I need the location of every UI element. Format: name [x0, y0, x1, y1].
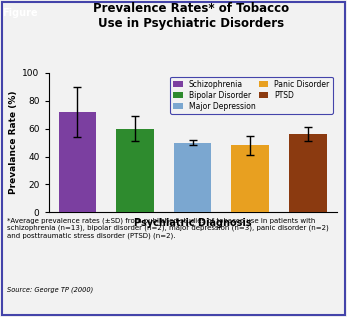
Text: Prevalence Rates* of Tobacco
Use in Psychiatric Disorders: Prevalence Rates* of Tobacco Use in Psyc…	[93, 2, 289, 29]
Y-axis label: Prevalance Rate (%): Prevalance Rate (%)	[9, 91, 18, 194]
Bar	[59, 112, 96, 212]
X-axis label: Psychiatric Diagnosis: Psychiatric Diagnosis	[134, 218, 251, 228]
Bar	[231, 146, 269, 212]
Text: Source: George TP (2000): Source: George TP (2000)	[7, 287, 93, 294]
Text: Figure: Figure	[2, 9, 38, 18]
Bar	[174, 143, 211, 212]
Legend: Schizophrenia, Bipolar Disorder, Major Depression, Panic Disorder, PTSD: Schizophrenia, Bipolar Disorder, Major D…	[170, 77, 333, 114]
Bar	[289, 134, 327, 212]
Text: *Average prevalence rates (±SD) from published studies of tobacco use in patient: *Average prevalence rates (±SD) from pub…	[7, 217, 329, 239]
Bar	[116, 129, 154, 212]
